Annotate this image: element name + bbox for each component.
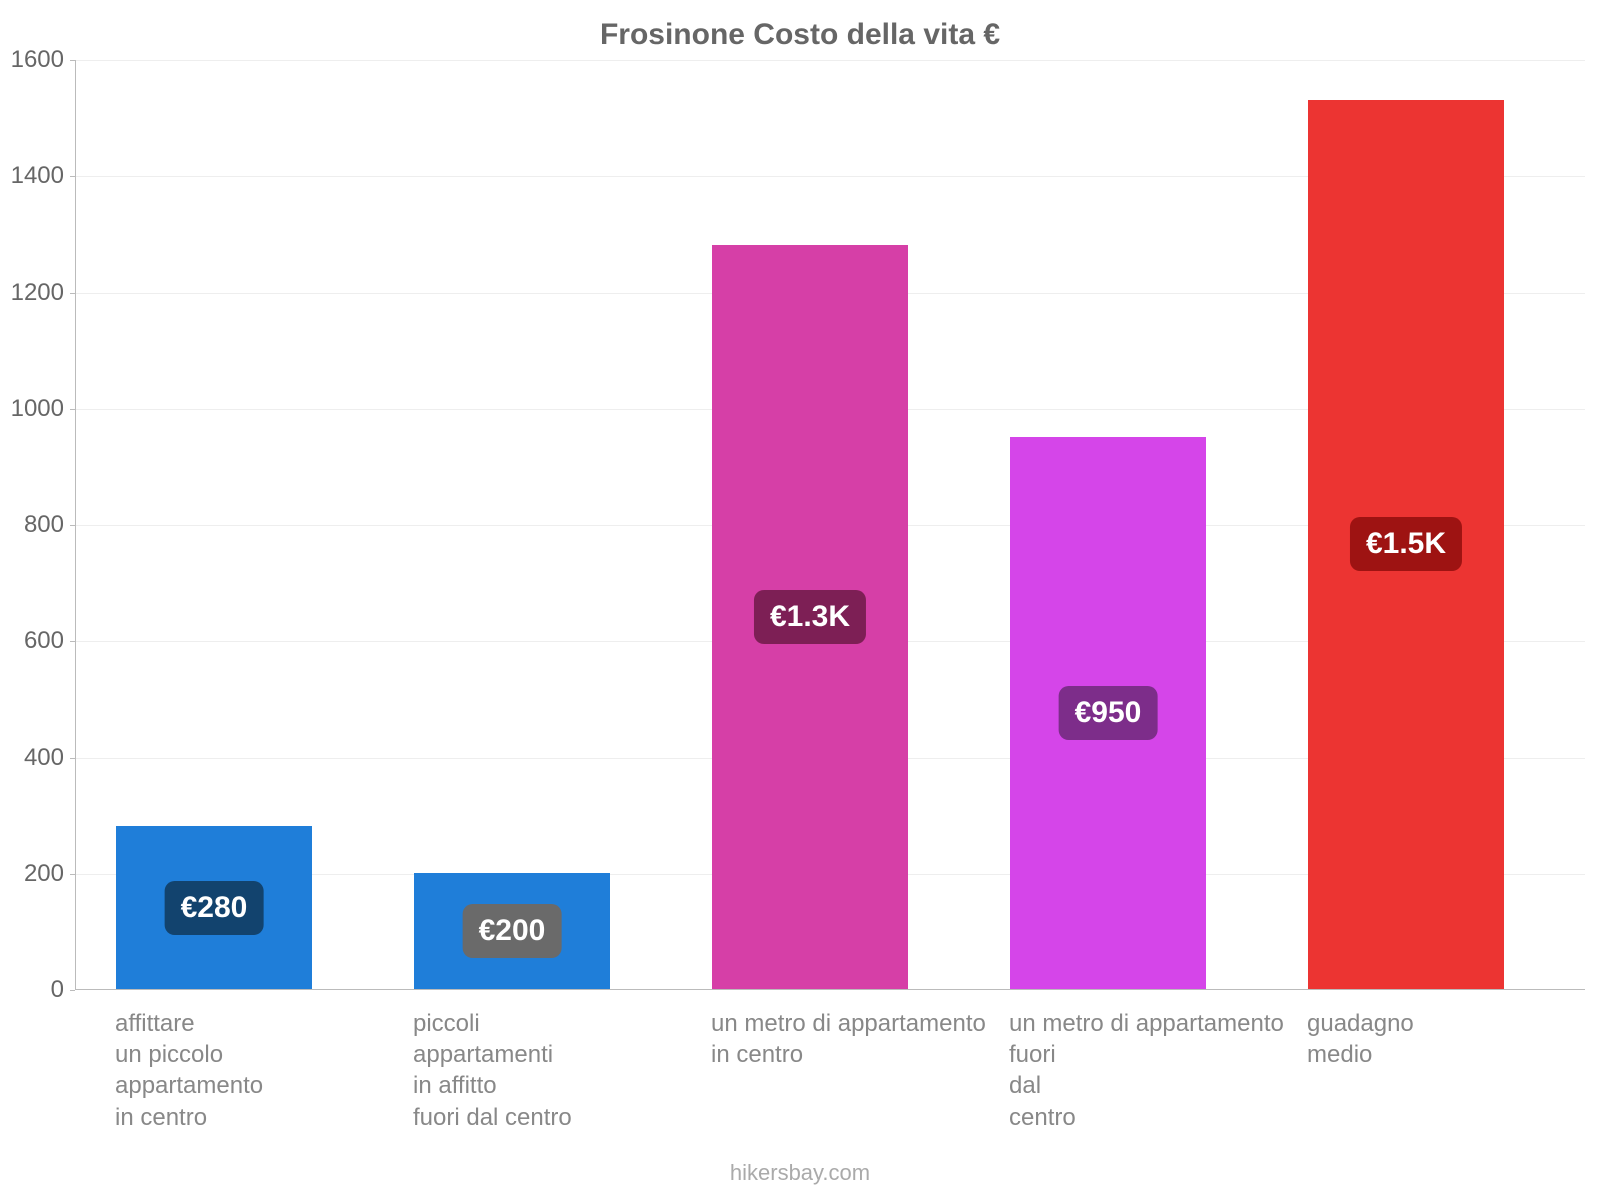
bar-value-label: €1.3K bbox=[754, 590, 866, 644]
chart-container: Frosinone Costo della vita € €280 €200 €1.… bbox=[0, 0, 1600, 1200]
xtick-label: guadagno medio bbox=[1307, 1008, 1414, 1070]
ytick-mark bbox=[70, 990, 75, 991]
ytick-label: 1000 bbox=[4, 395, 64, 423]
ytick-label: 0 bbox=[4, 976, 64, 1004]
ytick-label: 1600 bbox=[4, 46, 64, 74]
footer-credit: hikersbay.com bbox=[0, 1160, 1600, 1186]
ytick-label: 800 bbox=[4, 511, 64, 539]
ytick-label: 1200 bbox=[4, 279, 64, 307]
plot-area: €280 €200 €1.3K €950 €1.5K bbox=[75, 60, 1585, 990]
ytick-mark bbox=[70, 293, 75, 294]
ytick-mark bbox=[70, 641, 75, 642]
chart-title: Frosinone Costo della vita € bbox=[0, 18, 1600, 52]
ytick-label: 1400 bbox=[4, 162, 64, 190]
bar-value-label: €200 bbox=[463, 904, 562, 958]
ytick-mark bbox=[70, 874, 75, 875]
ytick-mark bbox=[70, 409, 75, 410]
ytick-mark bbox=[70, 758, 75, 759]
ytick-mark bbox=[70, 176, 75, 177]
ytick-mark bbox=[70, 60, 75, 61]
xtick-label: affittare un piccolo appartamento in cen… bbox=[115, 1008, 263, 1133]
bar-value-label: €950 bbox=[1059, 686, 1158, 740]
bar-value-label: €280 bbox=[165, 881, 264, 935]
xtick-label: piccoli appartamenti in affitto fuori da… bbox=[413, 1008, 572, 1133]
bar: €1.3K bbox=[712, 245, 908, 989]
ytick-label: 600 bbox=[4, 627, 64, 655]
bar: €950 bbox=[1010, 437, 1206, 989]
bar-value-label: €1.5K bbox=[1350, 517, 1462, 571]
bar: €1.5K bbox=[1308, 100, 1504, 989]
ytick-label: 400 bbox=[4, 744, 64, 772]
ytick-label: 200 bbox=[4, 860, 64, 888]
gridline bbox=[76, 60, 1585, 61]
xtick-label: un metro di appartamento in centro bbox=[711, 1008, 986, 1070]
ytick-mark bbox=[70, 525, 75, 526]
xtick-label: un metro di appartamento fuori dal centr… bbox=[1009, 1008, 1284, 1133]
bar: €280 bbox=[116, 826, 312, 989]
bar: €200 bbox=[414, 873, 610, 989]
